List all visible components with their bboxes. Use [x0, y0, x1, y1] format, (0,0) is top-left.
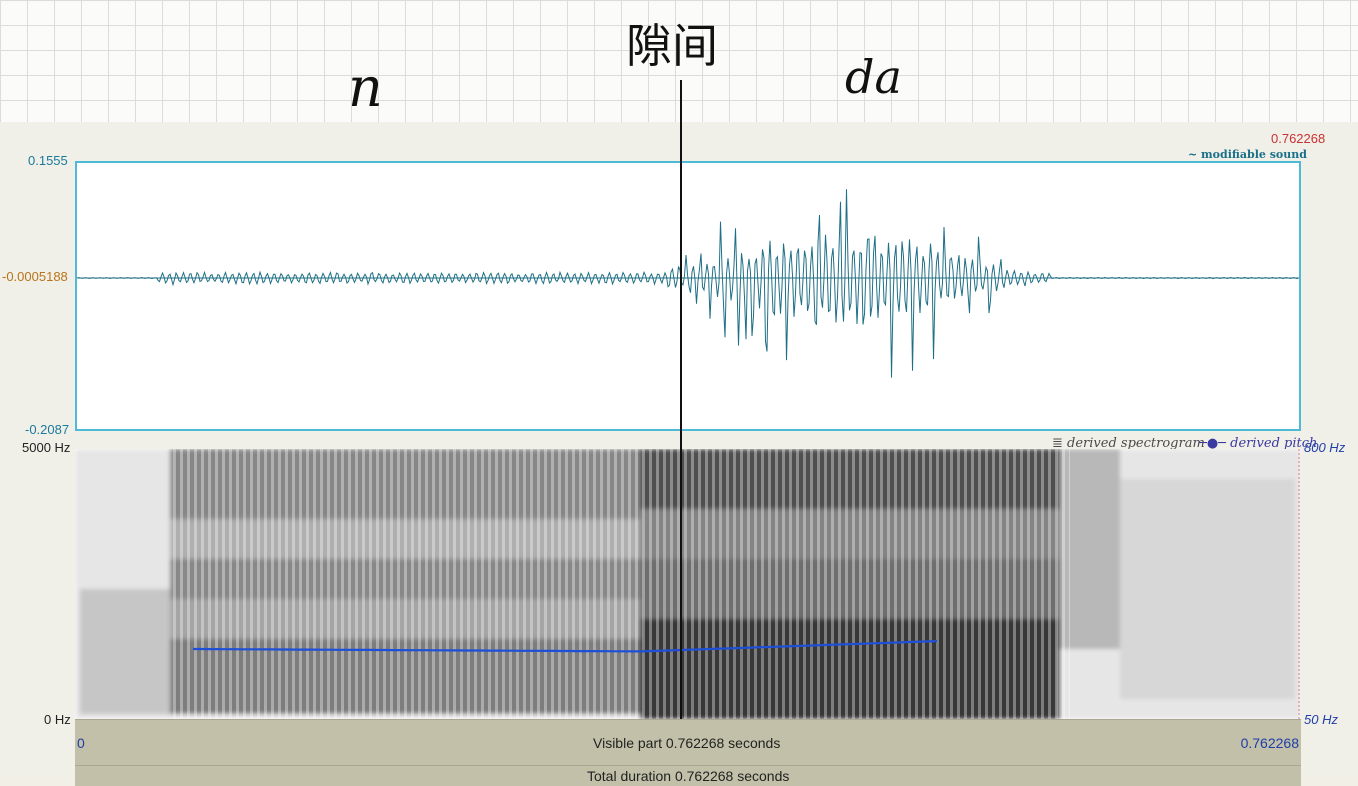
pitch-max-label: 800 Hz — [1304, 440, 1346, 455]
spectrogram-panel[interactable] — [75, 449, 1301, 719]
time-start-label: 0 — [77, 735, 85, 751]
boundary-cursor-line — [680, 80, 682, 777]
waveform-trace — [77, 189, 1299, 378]
spectrogram-image — [75, 449, 1301, 719]
pitch-min-label: 50 Hz — [1304, 712, 1338, 727]
sound-title: ~ modifiable sound — [1188, 148, 1307, 161]
total-duration-bar[interactable]: Total duration 0.762268 seconds — [75, 765, 1301, 786]
spectrogram-legend-label: derived spectrogram — [1067, 436, 1205, 451]
freq-max-label: 5000 Hz — [22, 440, 71, 455]
visible-part-bar[interactable]: 0 Visible part 0.762268 seconds 0.762268 — [75, 719, 1301, 766]
spectrogram-legend: ≣ derived spectrogram — [1052, 436, 1205, 451]
right-segment-annotation: da — [845, 50, 902, 104]
waveform-panel[interactable] — [75, 161, 1301, 431]
pitch-contour — [193, 640, 938, 653]
waveform-path — [77, 189, 1299, 378]
total-duration-label: Total duration 0.762268 seconds — [587, 768, 790, 784]
freq-min-label: 0 Hz — [44, 712, 71, 727]
boundary-annotation: 隙间 — [626, 19, 718, 73]
spectrogram-legend-icon: ≣ — [1052, 436, 1063, 451]
amplitude-min-label: -0.2087 — [25, 422, 70, 437]
pitch-legend-label: derived pitch — [1230, 436, 1318, 451]
top-duration-label: 0.762268 — [1271, 131, 1326, 146]
pitch-legend-icon: ─●─ — [1199, 436, 1226, 451]
amplitude-max-label: 0.1555 — [28, 153, 68, 168]
left-segment-annotation: n — [348, 56, 383, 119]
pitch-legend: ─●─ derived pitch — [1199, 436, 1317, 451]
time-end-label: 0.762268 — [1240, 735, 1299, 751]
visible-part-label: Visible part 0.762268 seconds — [593, 735, 781, 751]
amplitude-zero-label: -0.0005188 — [2, 269, 68, 284]
notebook-grid-background — [0, 0, 1358, 125]
